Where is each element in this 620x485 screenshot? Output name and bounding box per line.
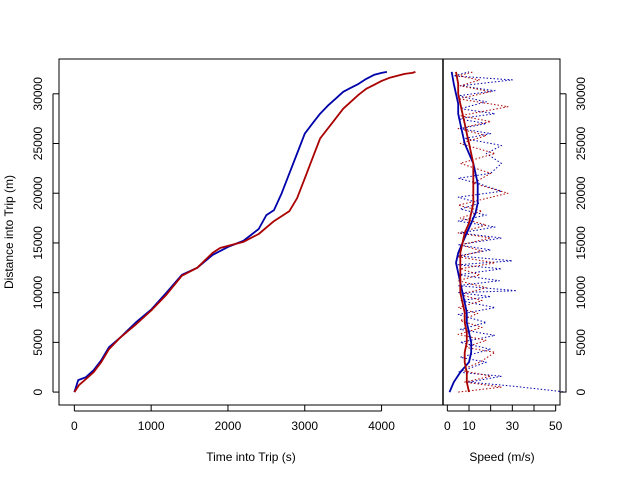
x-tick-label-main: 3000 (291, 419, 318, 433)
y-tick-label-main: 25000 (31, 126, 45, 160)
speed-dotted-line-blue (453, 71, 567, 393)
x-tick-label-main: 1000 (138, 419, 165, 433)
x-tick-label-main: 0 (71, 419, 78, 433)
axes-group: 0 1000 2000 3000 400005000100001500020000250… (31, 77, 588, 433)
x-tick-label-speed: 50 (549, 419, 563, 433)
y-tick-label-right: 30000 (574, 77, 588, 111)
y-tick-label-main: 20000 (31, 176, 45, 210)
y-tick-label-right: 20000 (574, 176, 588, 210)
trip-line-blue (73, 71, 388, 393)
y-tick-label-main: 30000 (31, 77, 45, 111)
x-tick-label-main: 4000 (368, 419, 395, 433)
x-tick-label-speed: 30 (506, 419, 520, 433)
speed-solid-line-blue (448, 71, 479, 393)
main-plot-frame (58, 58, 444, 406)
speed-solid-line-red (455, 71, 475, 393)
y-tick-label-right: 0 (574, 388, 588, 395)
y-tick-label-main: 5000 (31, 329, 45, 356)
speed-series-group (448, 71, 567, 393)
x-tick-label-speed: 0 (444, 419, 451, 433)
main-series-group (73, 71, 416, 393)
x-axis-label-speed: Speed (m/s) (469, 450, 534, 464)
y-tick-label-right: 10000 (574, 276, 588, 310)
y-tick-label-main: 10000 (31, 276, 45, 310)
x-tick-label-main: 2000 (215, 419, 242, 433)
x-tick-label-speed: 10 (462, 419, 476, 433)
speed-plot-frame (442, 58, 561, 406)
y-tick-label-right: 15000 (574, 226, 588, 260)
x-axis-label-time: Time into Trip (s) (206, 450, 296, 464)
y-tick-label-main: 15000 (31, 226, 45, 260)
y-axis-label-distance: Distance into Trip (m) (2, 175, 16, 289)
y-tick-label-main: 0 (31, 388, 45, 395)
y-tick-label-right: 25000 (574, 126, 588, 160)
trip-line-red (73, 71, 416, 393)
y-tick-label-right: 5000 (574, 329, 588, 356)
